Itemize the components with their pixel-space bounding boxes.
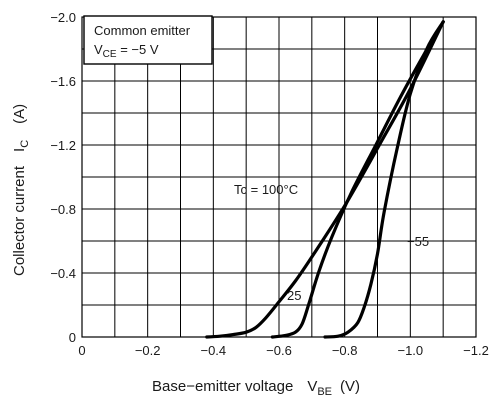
legend-line2-symbol: V [94, 42, 103, 57]
x-tick-label: −0.8 [332, 343, 358, 358]
series-label-25: 25 [287, 288, 301, 303]
legend-line2-subscript: CE [103, 49, 117, 60]
y-axis-label: Collector current [11, 165, 28, 276]
legend-box-frame [83, 15, 213, 65]
curves [205, 20, 445, 339]
tick-labels: 0 −0.2 −0.4 −0.6 −0.8 −1.0 −1.2 0 −0.4 −0.8 −1.2 −1… [50, 10, 489, 358]
y-tick-label: −2.0 [50, 10, 76, 25]
x-tick-label: −1.0 [397, 343, 423, 358]
y-axis-subscript: C [19, 140, 31, 148]
x-axis-label: Base−emitter voltage [152, 378, 293, 395]
y-tick-label: −0.8 [50, 202, 76, 217]
series-curve-minus55 [323, 20, 445, 339]
series-label-100c: Tc = 100°C [234, 182, 298, 197]
x-tick-label: −0.6 [266, 343, 292, 358]
x-axis-title: Base−emitter voltage VBE (V) [152, 378, 360, 398]
x-tick-label: 0 [78, 343, 85, 358]
x-axis-symbol: V [307, 378, 317, 395]
x-axis-subscript: BE [317, 386, 332, 398]
x-tick-label: −1.2 [463, 343, 489, 358]
y-tick-label: −1.2 [50, 138, 76, 153]
legend-line2: VCE = −5 V [94, 42, 159, 60]
y-tick-label: 0 [69, 330, 76, 345]
y-tick-label: −1.6 [50, 74, 76, 89]
x-axis-unit: (V) [340, 378, 360, 395]
plot-frame [81, 16, 477, 338]
y-axis-unit: (A) [11, 104, 28, 124]
legend-line2-value: = −5 V [117, 42, 159, 57]
series-label-minus55: −55 [407, 234, 429, 249]
x-tick-label: −0.2 [135, 343, 161, 358]
y-axis-symbol: I [11, 148, 28, 152]
series-curve-100c [205, 20, 445, 339]
series-curve-25 [270, 20, 445, 339]
legend-line1: Common emitter [94, 23, 191, 38]
x-tick-label: −0.4 [200, 343, 226, 358]
legend-box: Common emitter VCE = −5 V [83, 15, 213, 65]
y-tick-label: −0.4 [50, 266, 76, 281]
y-axis-title: Collector current IC (A) [11, 104, 31, 276]
